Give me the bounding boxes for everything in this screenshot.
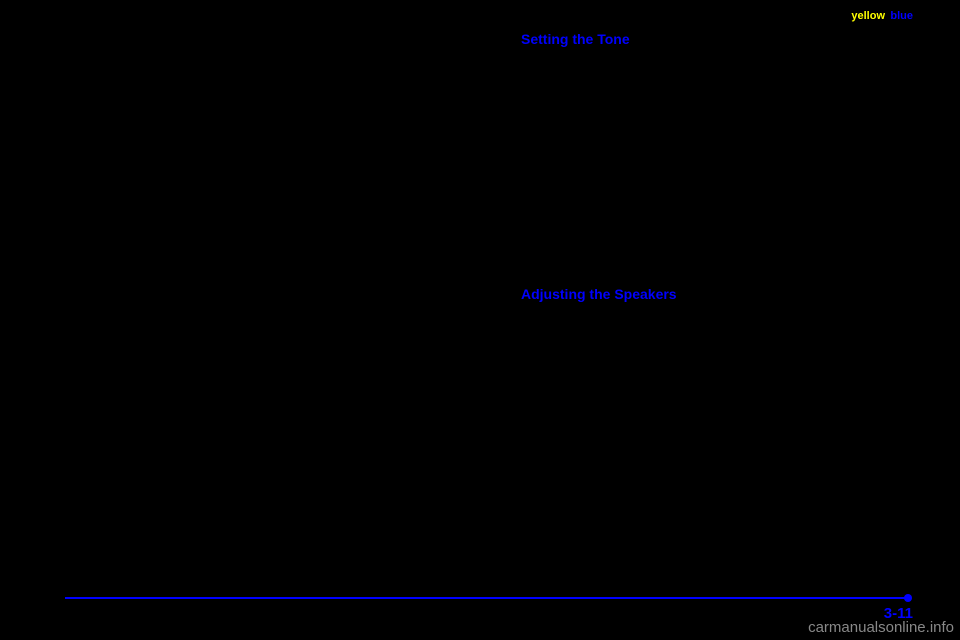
watermark: carmanualsonline.info: [808, 619, 954, 636]
footer-divider: [65, 597, 910, 599]
header-yellow-text: yellow: [851, 10, 885, 22]
footer-divider-dot: [904, 594, 912, 602]
header-blue-text: blue: [890, 10, 913, 22]
heading-setting-tone: Setting the Tone: [521, 31, 630, 47]
heading-adjusting-speakers: Adjusting the Speakers: [521, 286, 677, 302]
